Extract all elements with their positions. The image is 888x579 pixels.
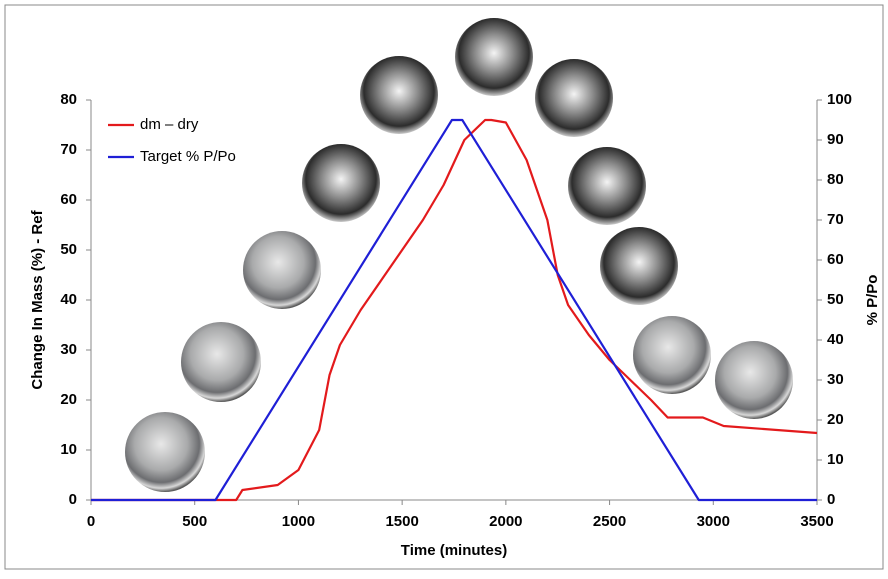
y2-tick-label: 70: [827, 211, 844, 228]
y2-tick-label: 40: [827, 331, 844, 348]
y2-tick-label: 60: [827, 251, 844, 268]
y-tick-label: 80: [60, 91, 77, 108]
y-tick-label: 20: [60, 391, 77, 408]
y-axis-title: Change In Mass (%) - Ref: [29, 209, 46, 389]
y2-tick-label: 20: [827, 411, 844, 428]
y2-tick-label: 0: [827, 491, 835, 508]
y-tick-label: 0: [69, 491, 77, 508]
legend-label: Target % P/Po: [140, 148, 236, 165]
y-tick-label: 30: [60, 341, 77, 358]
x-tick-label: 0: [87, 513, 95, 530]
y2-tick-label: 80: [827, 171, 844, 188]
x-axis-title: Time (minutes): [401, 542, 507, 559]
series-line: [91, 118, 818, 502]
x-tick-label: 500: [182, 513, 207, 530]
x-tick-label: 2000: [489, 513, 522, 530]
y-tick-label: 40: [60, 291, 77, 308]
y2-tick-label: 10: [827, 451, 844, 468]
x-tick-label: 1000: [282, 513, 315, 530]
x-tick-label: 3000: [697, 513, 730, 530]
y-tick-label: 50: [60, 241, 77, 258]
sample-photos: [125, 18, 793, 492]
y2-tick-label: 90: [827, 131, 844, 148]
legend-label: dm – dry: [140, 116, 199, 133]
y-tick-label: 10: [60, 441, 77, 458]
y-tick-label: 70: [60, 141, 77, 158]
y2-axis-title: % P/Po: [864, 275, 881, 326]
frame: [4, 4, 884, 570]
y2-tick-label: 30: [827, 371, 844, 388]
x-tick-label: 3500: [800, 513, 833, 530]
y2-tick-label: 50: [827, 291, 844, 308]
y2-tick-label: 100: [827, 91, 852, 108]
x-tick-label: 2500: [593, 513, 626, 530]
series-line: [91, 118, 817, 502]
x-tick-label: 1500: [385, 513, 418, 530]
y-tick-label: 60: [60, 191, 77, 208]
